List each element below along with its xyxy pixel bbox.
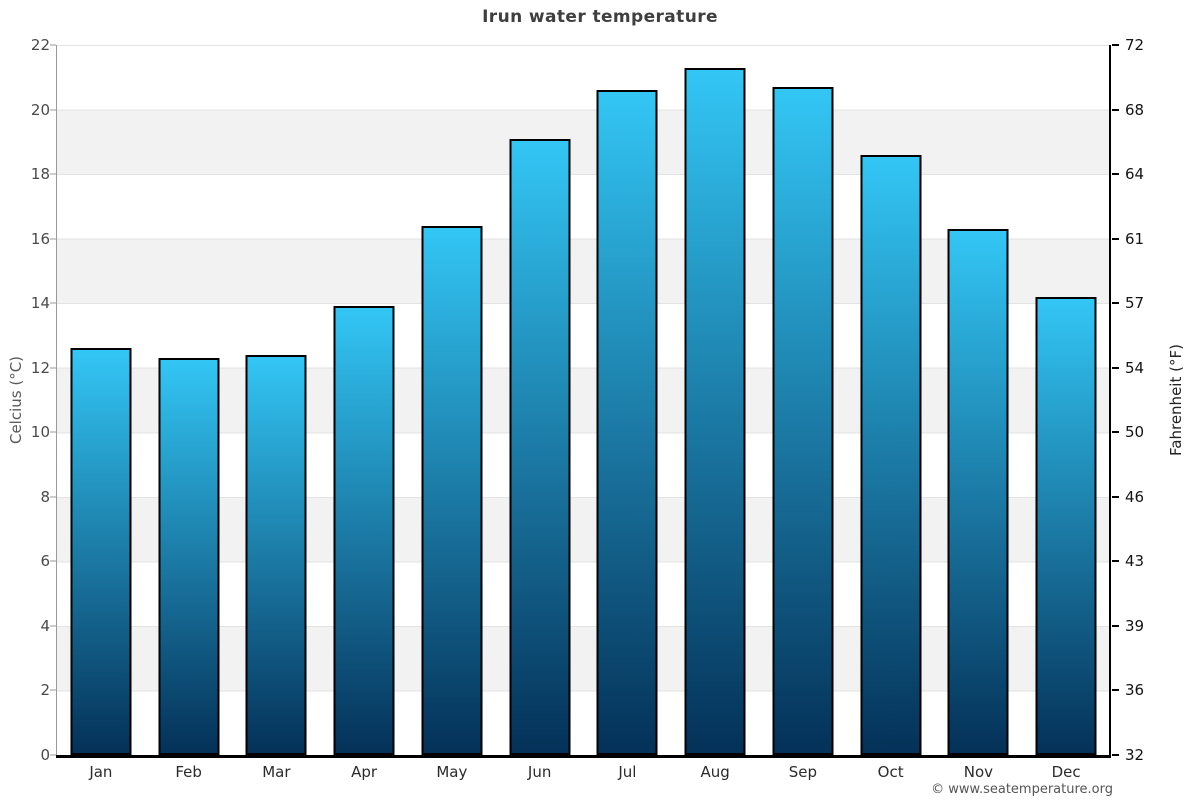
ytick-f-64: 64 — [1125, 165, 1145, 184]
tick-mark-c-4 — [50, 625, 56, 627]
bar-dec — [1035, 296, 1097, 755]
bar-mar — [245, 354, 307, 755]
ytick-c-14: 14 — [30, 294, 50, 313]
ytick-c-0: 0 — [40, 746, 50, 764]
ytick-c-6: 6 — [40, 552, 50, 571]
gridlines — [57, 45, 1110, 755]
y-axis-right-labels: 32 36 39 43 46 50 54 57 61 64 68 72 — [1125, 36, 1185, 764]
x-label-feb: Feb — [175, 763, 202, 781]
y-axis-left-line — [56, 45, 57, 755]
ytick-f-32: 32 — [1125, 746, 1145, 764]
chart-title: Irun water temperature — [482, 7, 718, 27]
ytick-f-50: 50 — [1125, 423, 1145, 442]
x-label-jun: Jun — [527, 763, 552, 781]
tick-mark-f-68 — [1112, 108, 1119, 111]
tick-mark-f-57 — [1112, 302, 1119, 305]
bar-slot-nov — [935, 45, 1023, 755]
bar-slot-feb — [145, 45, 233, 755]
bar-slot-mar — [233, 45, 321, 755]
tick-mark-f-72 — [1112, 44, 1119, 46]
ytick-c-8: 8 — [40, 487, 50, 506]
bar-slot-jun — [496, 45, 584, 755]
ytick-c-20: 20 — [30, 100, 50, 119]
bar-slot-aug — [671, 45, 759, 755]
bar-slot-may — [408, 45, 496, 755]
bar-slot-dec — [1022, 45, 1110, 755]
tick-mark-f-32 — [1112, 754, 1119, 756]
x-axis-labels: Jan Feb Mar Apr May Jun Jul Aug Sep Oct Nov Dec — [57, 761, 1110, 785]
x-label-sep: Sep — [788, 763, 818, 781]
tick-mark-c-20 — [50, 109, 56, 111]
bar-slot-sep — [759, 45, 847, 755]
ytick-f-57: 57 — [1125, 294, 1145, 313]
copyright-text: © www.seatemperature.org — [931, 782, 1113, 797]
plot-area — [50, 44, 1119, 758]
ytick-f-36: 36 — [1125, 681, 1145, 700]
tick-mark-f-43 — [1112, 560, 1119, 563]
ytick-c-4: 4 — [40, 616, 50, 635]
tick-mark-c-22 — [50, 44, 56, 46]
ytick-f-46: 46 — [1125, 487, 1145, 506]
x-label-apr: Apr — [351, 763, 378, 781]
ytick-f-68: 68 — [1125, 100, 1145, 119]
x-label-mar: Mar — [262, 763, 291, 781]
tick-mark-f-61 — [1112, 237, 1119, 240]
tick-mark-c-10 — [50, 431, 56, 433]
tick-mark-c-6 — [50, 560, 56, 562]
bar-feb — [158, 358, 220, 755]
tick-mark-f-39 — [1112, 624, 1119, 627]
tick-mark-c-8 — [50, 496, 56, 498]
ytick-f-54: 54 — [1125, 358, 1145, 377]
tick-mark-c-12 — [50, 367, 56, 369]
tick-mark-c-16 — [50, 238, 56, 240]
x-label-dec: Dec — [1051, 763, 1081, 781]
ytick-f-43: 43 — [1125, 552, 1145, 571]
tick-mark-c-2 — [50, 689, 56, 691]
x-axis-line — [56, 755, 1111, 758]
ytick-c-2: 2 — [40, 681, 50, 700]
bar-sep — [772, 86, 834, 755]
x-label-aug: Aug — [700, 763, 730, 781]
bar-slot-jan — [57, 45, 145, 755]
ytick-c-18: 18 — [30, 165, 50, 184]
x-label-jul: Jul — [618, 763, 637, 781]
tick-mark-c-18 — [50, 173, 56, 175]
bar-jan — [70, 348, 132, 755]
ytick-c-12: 12 — [30, 358, 50, 377]
bar-may — [421, 225, 483, 755]
bar-oct — [860, 154, 922, 755]
ytick-f-61: 61 — [1125, 229, 1145, 248]
x-label-may: May — [436, 763, 468, 781]
bars-container — [57, 45, 1110, 755]
ytick-c-16: 16 — [30, 229, 50, 248]
tick-mark-c-0 — [50, 754, 56, 756]
x-label-jan: Jan — [89, 763, 113, 781]
ytick-c-10: 10 — [30, 423, 50, 442]
tick-mark-f-50 — [1112, 431, 1119, 434]
bar-nov — [947, 228, 1009, 755]
bar-slot-jul — [584, 45, 672, 755]
y-axis-left-labels: 0 2 4 6 8 10 12 14 16 18 20 22 — [0, 36, 50, 764]
ytick-c-22: 22 — [30, 36, 50, 54]
bar-slot-apr — [320, 45, 408, 755]
tick-mark-f-54 — [1112, 366, 1119, 369]
ytick-f-39: 39 — [1125, 616, 1145, 635]
bar-aug — [684, 67, 746, 755]
bar-apr — [333, 306, 395, 755]
tick-mark-f-36 — [1112, 689, 1119, 692]
ytick-f-72: 72 — [1125, 36, 1145, 54]
bar-jul — [596, 90, 658, 755]
tick-mark-f-46 — [1112, 495, 1119, 498]
bar-slot-oct — [847, 45, 935, 755]
x-label-oct: Oct — [877, 763, 904, 781]
bar-jun — [509, 138, 571, 755]
tick-mark-c-14 — [50, 302, 56, 304]
tick-mark-f-64 — [1112, 173, 1119, 176]
y-axis-right-line — [1109, 45, 1111, 757]
x-label-nov: Nov — [963, 763, 994, 781]
